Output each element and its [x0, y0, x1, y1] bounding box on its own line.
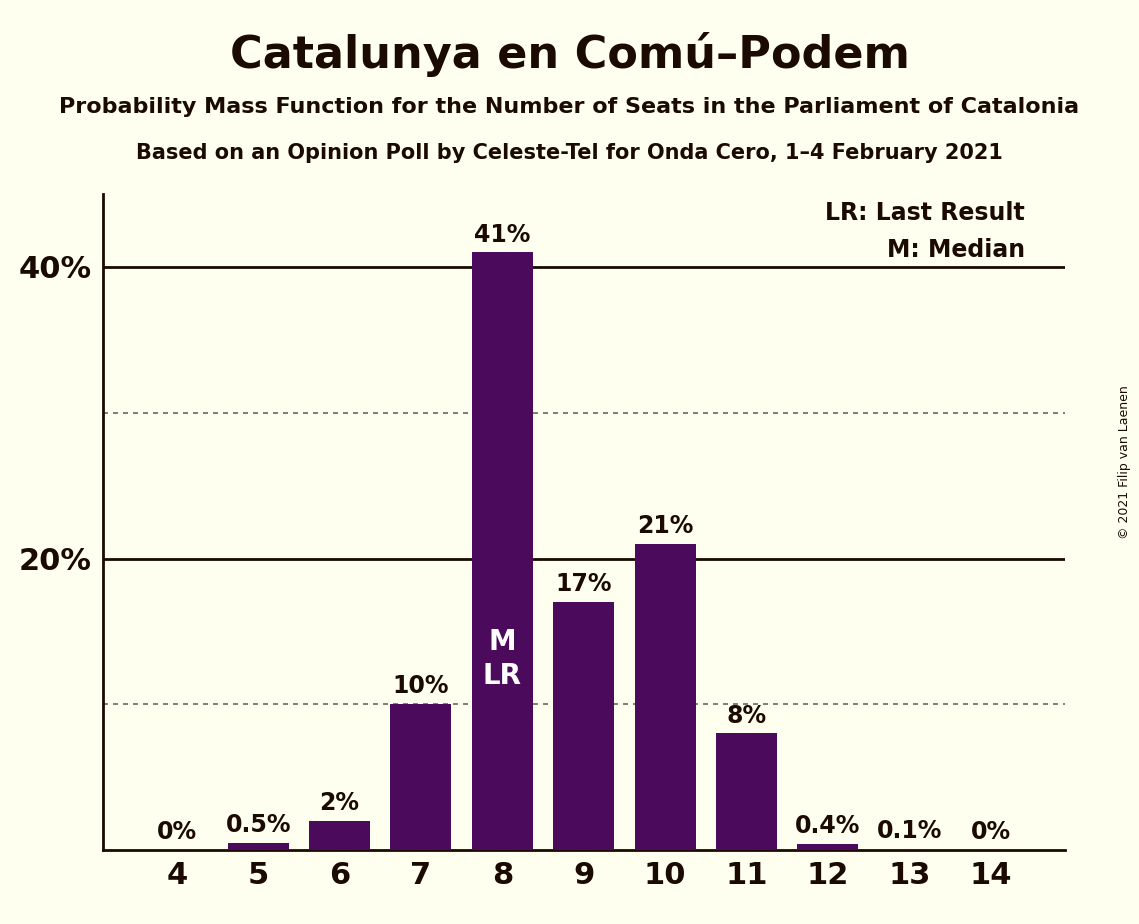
Bar: [309, 821, 370, 850]
Text: M
LR: M LR: [483, 627, 522, 690]
Text: 10%: 10%: [393, 675, 449, 699]
Bar: [879, 848, 940, 850]
Text: © 2021 Filip van Laenen: © 2021 Filip van Laenen: [1118, 385, 1131, 539]
Text: 41%: 41%: [474, 223, 531, 247]
Text: 0.1%: 0.1%: [877, 819, 942, 843]
Text: 8%: 8%: [727, 703, 767, 727]
Text: 0.4%: 0.4%: [795, 814, 861, 838]
Bar: [472, 252, 533, 850]
Text: 0.5%: 0.5%: [226, 813, 290, 837]
Bar: [554, 602, 614, 850]
Text: LR: Last Result: LR: Last Result: [825, 201, 1025, 225]
Bar: [797, 845, 859, 850]
Bar: [716, 734, 777, 850]
Bar: [228, 843, 288, 850]
Text: Based on an Opinion Poll by Celeste-Tel for Onda Cero, 1–4 February 2021: Based on an Opinion Poll by Celeste-Tel …: [136, 143, 1003, 164]
Text: 0%: 0%: [157, 821, 197, 845]
Text: Probability Mass Function for the Number of Seats in the Parliament of Catalonia: Probability Mass Function for the Number…: [59, 97, 1080, 117]
Text: 2%: 2%: [320, 791, 360, 815]
Bar: [634, 544, 696, 850]
Text: Catalunya en Comú–Podem: Catalunya en Comú–Podem: [230, 32, 909, 78]
Text: 0%: 0%: [970, 821, 1010, 845]
Text: 17%: 17%: [556, 572, 612, 596]
Text: 21%: 21%: [637, 514, 694, 538]
Bar: [391, 704, 451, 850]
Text: M: Median: M: Median: [887, 237, 1025, 261]
